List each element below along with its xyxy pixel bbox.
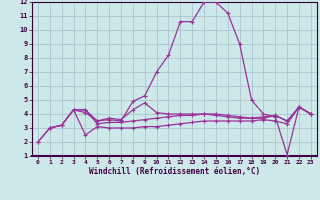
X-axis label: Windchill (Refroidissement éolien,°C): Windchill (Refroidissement éolien,°C): [89, 167, 260, 176]
